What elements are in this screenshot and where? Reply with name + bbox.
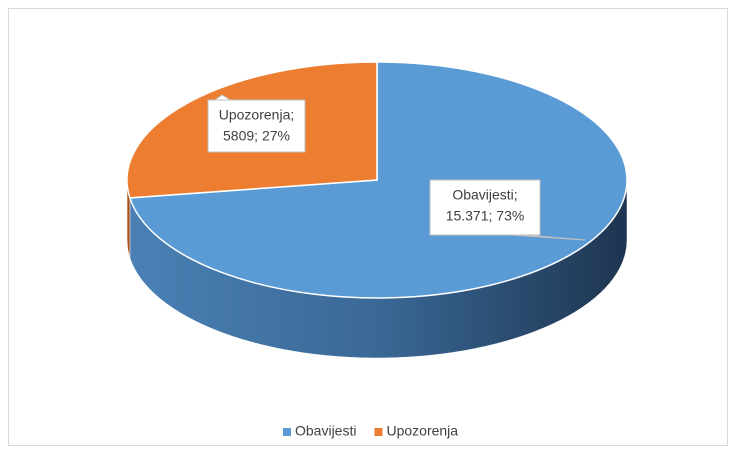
legend-label: Obavijesti xyxy=(295,423,356,439)
data-label: Obavijesti; 15.371; 73% xyxy=(429,179,586,241)
slice xyxy=(128,61,628,299)
label-box xyxy=(431,181,539,234)
legend: Obavijesti Upozorenja xyxy=(283,423,458,439)
label-name: Upozorenja; xyxy=(219,107,295,123)
data-label: Upozorenja; 5809; 27% xyxy=(207,94,306,153)
legend-swatch xyxy=(283,428,291,436)
label-box xyxy=(209,101,304,151)
label-value: 15.371; 73% xyxy=(446,208,525,224)
label-value: 5809; 27% xyxy=(223,128,290,144)
legend-swatch xyxy=(374,428,383,436)
legend-label: Upozorenja xyxy=(386,423,458,439)
label-name: Obavijesti; xyxy=(452,187,517,203)
